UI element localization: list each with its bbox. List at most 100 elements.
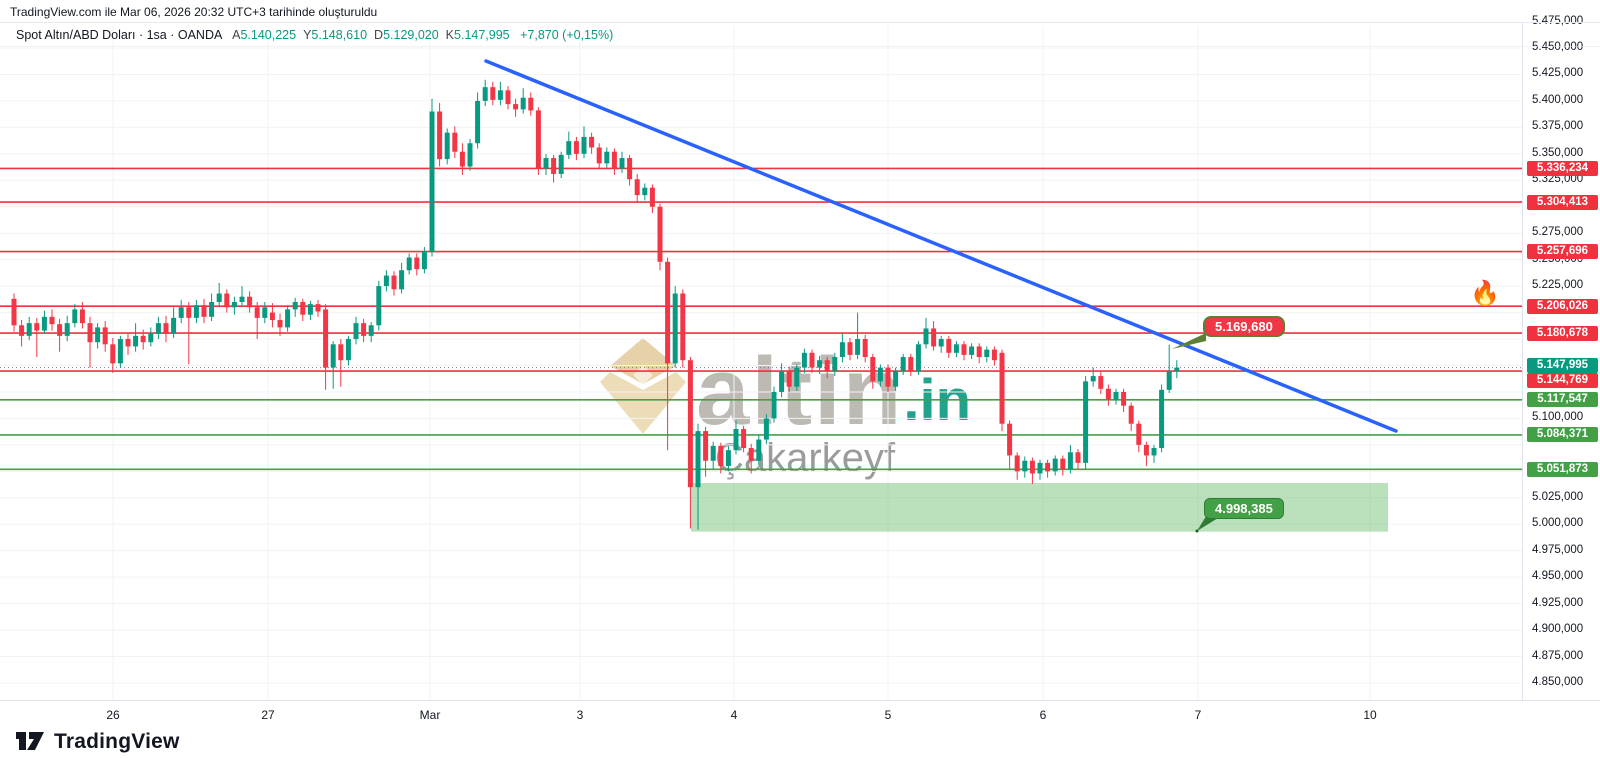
- y-axis-tick: 4.900,000: [1532, 623, 1584, 636]
- fire-emoji: 🔥: [1470, 280, 1500, 307]
- altin-diamond-icon: [600, 338, 686, 434]
- candle-body: [794, 367, 800, 387]
- candle-body: [809, 352, 815, 368]
- x-axis-tick: 27: [261, 708, 275, 722]
- candle-body: [459, 151, 465, 167]
- x-axis-tick: 3: [576, 708, 584, 722]
- candle-body: [703, 431, 709, 461]
- time-axis[interactable]: 26 27 Mar 3 4 5 6 7 10: [0, 700, 1600, 728]
- candle-body: [247, 296, 253, 308]
- resistance-price-marker: 5.180,678: [1527, 325, 1598, 341]
- candle-body: [1128, 405, 1134, 424]
- candle-body: [961, 344, 967, 355]
- candle-body: [665, 261, 671, 364]
- candle-body: [551, 158, 557, 174]
- price-callout-pointer: [1172, 333, 1206, 349]
- y-axis-tick: 4.850,000: [1532, 675, 1584, 688]
- candle-body: [718, 445, 724, 467]
- ohlc-value: 5.129,020: [383, 28, 439, 42]
- price-axis[interactable]: 5.475,000 5.450,000 5.425,000 5.400,000 5.37…: [1522, 15, 1600, 700]
- candle-body: [611, 151, 617, 169]
- candle-body: [946, 339, 952, 353]
- y-axis-tick: 4.925,000: [1532, 596, 1584, 609]
- y-axis-tick: 5.100,000: [1532, 411, 1584, 424]
- y-axis-tick: 5.275,000: [1532, 226, 1584, 239]
- tradingview-logo-icon: [16, 732, 44, 750]
- x-axis-tick: 6: [1039, 708, 1047, 722]
- candle-body: [786, 370, 792, 387]
- candle-body: [178, 307, 184, 318]
- candle-body: [1105, 388, 1111, 400]
- y-axis-tick: 4.875,000: [1532, 649, 1584, 662]
- candle-body: [627, 158, 633, 180]
- candle-body: [589, 136, 595, 148]
- candle-body: [19, 325, 25, 336]
- support-price-marker: 5.117,547: [1527, 392, 1598, 408]
- candle-body: [1014, 455, 1020, 472]
- candle-body: [193, 305, 199, 318]
- candle-body: [855, 339, 861, 355]
- candle-body: [573, 141, 579, 154]
- candle-body: [710, 445, 716, 461]
- candle-body: [535, 110, 541, 169]
- y-axis-tick: 5.325,000: [1532, 173, 1584, 186]
- candle-body: [619, 158, 625, 169]
- candle-body: [307, 304, 313, 315]
- candle-body: [171, 317, 177, 334]
- tradingview-logo[interactable]: TradingView: [16, 730, 180, 754]
- candle-body: [832, 357, 838, 371]
- candle-body: [1098, 376, 1104, 389]
- candle-body: [756, 439, 762, 461]
- candle-body: [300, 301, 306, 315]
- candle-body: [421, 251, 427, 270]
- candle-body: [26, 323, 32, 336]
- x-axis-tick: 26: [106, 708, 120, 722]
- legend-divider: [0, 46, 1600, 47]
- y-axis-tick: 5.225,000: [1532, 279, 1584, 292]
- candle-body: [505, 90, 511, 105]
- candle-body: [649, 187, 655, 207]
- candle-body: [399, 270, 405, 290]
- candle-body: [969, 346, 975, 355]
- y-axis-tick: 5.025,000: [1532, 490, 1584, 503]
- ohlc-prefix: A: [232, 28, 241, 42]
- y-axis-tick: 5.400,000: [1532, 93, 1584, 106]
- y-axis-tick: 5.375,000: [1532, 120, 1584, 133]
- candle-body: [687, 360, 693, 488]
- change-value: +7,870 (+0,15%): [520, 28, 614, 42]
- candle-body: [437, 111, 443, 160]
- resistance-price-marker: 5.206,026: [1527, 298, 1598, 314]
- candle-body: [277, 319, 283, 328]
- support-price-marker: 5.084,371: [1527, 427, 1598, 443]
- candle-body: [330, 344, 336, 368]
- symbol-legend[interactable]: Spot Altın/ABD Doları · 1sa · OANDA A5.1…: [16, 28, 613, 42]
- candle-body: [725, 450, 731, 467]
- tradingview-logo-text: TradingView: [54, 730, 180, 753]
- candle-body: [862, 339, 868, 358]
- candle-body: [528, 97, 534, 111]
- candle-body: [839, 342, 845, 358]
- candle-body: [558, 154, 564, 174]
- candle-body: [900, 357, 906, 371]
- candle-body: [976, 346, 982, 358]
- candle-body: [680, 293, 686, 361]
- candle-body: [406, 257, 412, 271]
- candle-body: [1174, 367, 1180, 371]
- price-callout-label[interactable]: 5.169,680: [1203, 316, 1285, 337]
- candle-body: [931, 328, 937, 347]
- zone-callout-label[interactable]: 4.998,385: [1204, 498, 1284, 519]
- candle-body: [102, 327, 108, 345]
- candle-body: [34, 323, 40, 331]
- y-axis-tick: 5.450,000: [1532, 41, 1584, 53]
- ohlc-prefix: Y: [303, 28, 312, 42]
- candle-body: [642, 187, 648, 196]
- candle-body: [801, 352, 807, 368]
- candle-body: [79, 309, 85, 324]
- candle-body: [482, 87, 488, 101]
- x-axis-tick: 4: [730, 708, 738, 722]
- candle-body: [95, 327, 101, 343]
- candle-body: [634, 179, 640, 196]
- ohlc-prefix: D: [374, 28, 384, 42]
